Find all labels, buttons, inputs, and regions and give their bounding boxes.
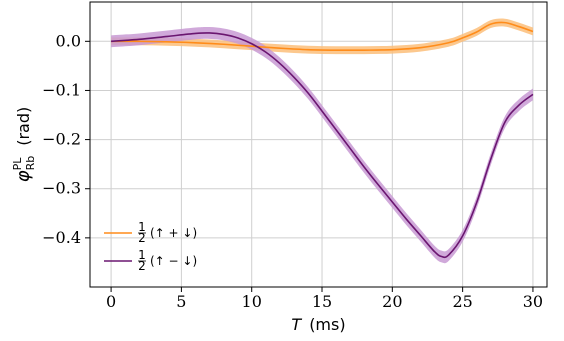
y-axis-symbol: φ — [13, 170, 34, 182]
series-2-line — [111, 32, 534, 259]
axis-ticks: 0 5 10 15 20 25 30 0.0 −0.1 −0.2 −0.3 −0.4 — [42, 31, 543, 311]
legend-frac-den: 2 — [138, 231, 146, 245]
x-axis-unit: (ms) — [309, 315, 345, 334]
y-tick-label: −0.2 — [42, 130, 81, 149]
x-tick-label: 5 — [176, 292, 186, 311]
legend: 12 (↑ + ↓)12 (↑ − ↓) — [104, 220, 197, 273]
y-axis-label: φPLRb (rad) — [11, 107, 37, 183]
y-tick-label: 0.0 — [56, 31, 81, 50]
legend-frac-den: 2 — [138, 259, 146, 273]
y-tick-label: −0.3 — [42, 179, 81, 198]
x-tick-label: 0 — [106, 292, 116, 311]
legend-label-2: (↑ − ↓) — [150, 254, 197, 268]
legend-label-1: (↑ + ↓) — [150, 226, 197, 240]
series-1-line — [111, 21, 534, 52]
x-axis-label: T (ms) — [291, 315, 345, 334]
legend-frac-num: 1 — [138, 248, 146, 262]
y-axis-unit: (rad) — [14, 107, 33, 146]
series-1-band — [111, 18, 533, 55]
y-tick-label: −0.1 — [42, 80, 81, 99]
series-lines — [111, 21, 534, 259]
x-tick-label: 15 — [312, 292, 332, 311]
legend-frac-num: 1 — [138, 220, 146, 234]
plot-frame — [89, 1, 548, 288]
x-tick-label: 20 — [382, 292, 402, 311]
x-tick-label: 10 — [242, 292, 262, 311]
x-tick-label: 30 — [523, 292, 543, 311]
x-tick-label: 25 — [452, 292, 472, 311]
y-tick-label: −0.4 — [42, 228, 81, 247]
error-bands — [111, 18, 533, 264]
y-axis-subscript: Rb — [24, 156, 37, 171]
x-axis-symbol: T — [291, 315, 302, 334]
y-axis-superscript: PL — [11, 157, 24, 171]
